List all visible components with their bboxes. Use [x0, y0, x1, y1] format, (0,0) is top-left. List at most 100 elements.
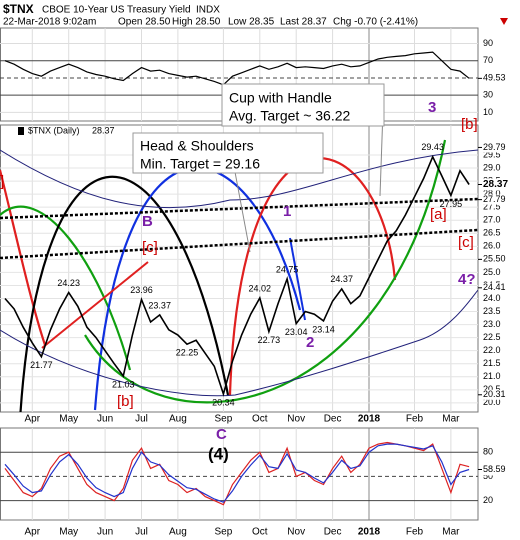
wave-line	[289, 237, 306, 321]
y-tick-label: 26.5	[483, 228, 501, 238]
point-label: 22.25	[176, 348, 199, 358]
x-tick-label: Oct	[252, 414, 268, 425]
wave-line	[41, 261, 149, 349]
data-layer: 49.5321.7724.2321.0323.9623.3722.2520.34…	[4, 51, 519, 538]
series-line	[4, 154, 470, 397]
y-tick-label: 22.0	[483, 345, 501, 355]
point-label: 23.37	[148, 300, 171, 310]
wave-label: [c]	[142, 239, 158, 256]
point-label: 29.43	[421, 142, 444, 152]
wave-label: [a]	[430, 206, 447, 223]
side-value-bg	[479, 282, 519, 293]
band-line	[0, 289, 478, 397]
wave-label: B	[142, 213, 153, 230]
legend-swatch	[18, 127, 24, 135]
point-label: 24.23	[57, 278, 80, 288]
x-tick-label: Mar	[442, 527, 460, 538]
series-line	[4, 443, 470, 503]
last-value-label: 28.37	[483, 179, 508, 190]
cycle-arc	[84, 139, 447, 404]
x-tick-label: Feb	[406, 414, 424, 425]
x-tick-label: Aug	[169, 527, 187, 538]
x-tick-label: Jul	[135, 414, 148, 425]
y-tick-label: 28.0	[483, 189, 501, 199]
x-tick-label: May	[59, 414, 78, 425]
y-tick-label: 22.5	[483, 332, 501, 342]
annotation: Avg. Target ~ 36.22	[229, 108, 351, 124]
point-label: 24.02	[249, 283, 272, 293]
side-value-label: 20.31	[483, 389, 506, 399]
y-tick-label: 20.5	[483, 384, 501, 394]
side-value-label: 27.79	[483, 194, 506, 204]
side-value-label: 24.41	[483, 282, 506, 292]
side-value-bg	[479, 142, 519, 153]
x-tick-label: Sep	[215, 527, 233, 538]
wave-label: C	[216, 426, 227, 443]
quote-low: Low 28.35	[228, 17, 275, 28]
last-value-bg	[479, 463, 519, 476]
point-label: 22.73	[258, 335, 281, 345]
point-label: 24.37	[330, 274, 353, 284]
down-arrow	[500, 18, 508, 25]
y-tick-label: 70	[483, 55, 493, 65]
y-tick-label: 10	[483, 107, 493, 117]
y-tick-label: 90	[483, 38, 493, 48]
y-tick-label: 29.5	[483, 149, 501, 159]
series-line	[4, 441, 470, 506]
x-tick-label: Apr	[25, 527, 41, 538]
legend-last: 28.37	[92, 125, 115, 135]
last-value-bg	[479, 178, 519, 191]
last-value-bg	[479, 72, 519, 85]
x-tick-label: Dec	[324, 414, 342, 425]
y-tick-label: 80	[483, 447, 493, 457]
side-value-bg	[479, 389, 519, 400]
callout-box	[132, 132, 324, 174]
point-label: 27.95	[440, 199, 463, 209]
point-label: 21.03	[112, 379, 135, 389]
x-tick-label: Dec	[324, 527, 342, 538]
legend-label: $TNX (Daily)	[28, 125, 80, 135]
side-value-bg	[479, 194, 519, 205]
wave-label: 3	[428, 99, 436, 116]
last-value-label: 58.59	[483, 464, 506, 474]
y-tick-label: 20	[483, 495, 493, 505]
x-tick-label: Nov	[287, 527, 305, 538]
security-name: CBOE 10-Year US Treasury Yield	[42, 5, 191, 16]
x-tick-label: Aug	[169, 414, 187, 425]
y-tick-label: 24.0	[483, 293, 501, 303]
callout-box	[221, 83, 385, 127]
wave-label: (4)	[208, 444, 229, 463]
annotation: Cup with Handle	[229, 90, 332, 106]
annotation: Min. Target = 29.16	[140, 156, 260, 172]
y-tick-label: 30	[483, 90, 493, 100]
callout-arrow	[234, 171, 251, 253]
y-tick-label: 20.0	[483, 397, 501, 407]
point-label: 24.75	[276, 264, 299, 274]
y-tick-label: 26.0	[483, 241, 501, 251]
x-tick-label: May	[59, 527, 78, 538]
x-tick-label: Mar	[442, 414, 460, 425]
x-tick-label: Apr	[25, 414, 41, 425]
x-tick-label: Sep	[215, 414, 233, 425]
x-tick-label: Feb	[406, 527, 424, 538]
point-label: 20.34	[212, 397, 235, 407]
x-tick-label: Oct	[252, 527, 268, 538]
side-value-bg	[479, 254, 519, 265]
side-value-label: 29.79	[483, 142, 506, 152]
quote-change: Chg -0.70 (-2.41%)	[333, 17, 418, 28]
cycle-arc	[19, 175, 230, 412]
side-value-label: 25.50	[483, 254, 506, 264]
cycle-arc	[0, 205, 132, 371]
y-tick-label: 23.0	[483, 319, 501, 329]
annotation: Head & Shoulders	[140, 138, 254, 154]
symbol: $TNX	[3, 2, 34, 16]
y-tick-label: 21.0	[483, 371, 501, 381]
y-tick-label: 27.5	[483, 202, 501, 212]
y-tick-label: 50	[483, 471, 493, 481]
y-tick-label: 29.0	[483, 162, 501, 172]
y-tick-label: 23.5	[483, 306, 501, 316]
wave-label: [b]	[461, 116, 478, 133]
point-label: 23.96	[130, 285, 153, 295]
